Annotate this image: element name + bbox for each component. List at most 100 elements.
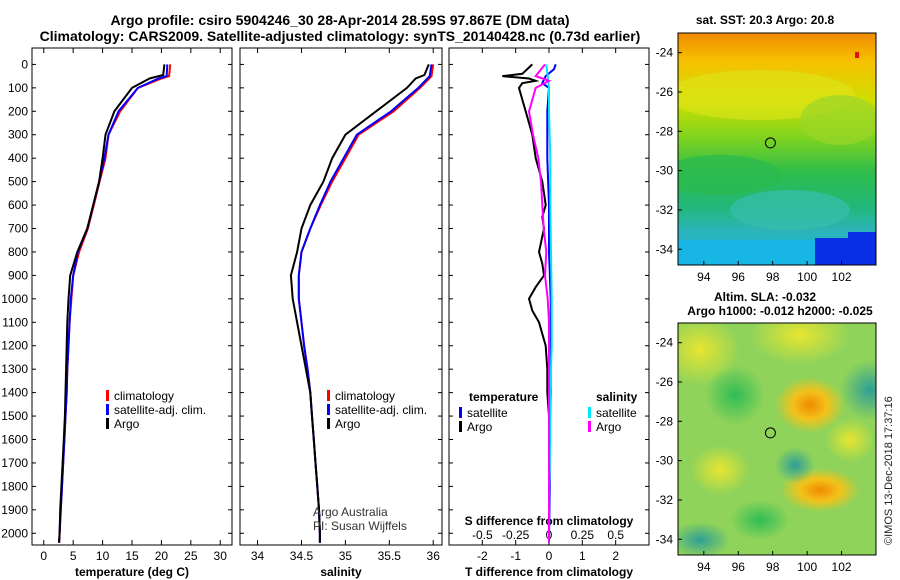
map-lat-label: -32 — [656, 203, 674, 217]
y-tick-label: 800 — [8, 245, 28, 259]
map-lat-label: -24 — [656, 46, 674, 60]
legend-swatch — [106, 418, 109, 429]
legend-swatch — [327, 418, 330, 429]
legend-label: Argo — [335, 417, 361, 431]
y-tick-label: 500 — [8, 175, 28, 189]
map-lat-label: -30 — [656, 164, 674, 178]
map-lon-label: 100 — [797, 560, 817, 574]
y-tick-label: 300 — [8, 128, 28, 142]
x-tick-label: 20 — [155, 549, 169, 563]
series-line-1-2 — [289, 64, 430, 543]
map-lon-label: 98 — [766, 560, 780, 574]
series-line-1-0 — [297, 64, 435, 543]
y-tick-label: 1100 — [2, 315, 28, 329]
map-lon-label: 94 — [697, 560, 711, 574]
map-lat-label: -34 — [656, 242, 674, 256]
series-line-1-1 — [297, 64, 433, 543]
series-line-2-3 — [527, 63, 552, 543]
legend-swatch — [459, 421, 462, 432]
x-tick-label: 35 — [339, 549, 353, 563]
legend-label: satellite-adj. clim. — [335, 403, 427, 417]
y-tick-label: 1500 — [1, 409, 28, 423]
y-tick-label: 700 — [8, 222, 28, 236]
y-tick-label: 1700 — [1, 456, 28, 470]
sla-map-title-line2: Argo h1000: -0.012 h2000: -0.025 — [687, 304, 873, 318]
legend-label: climatology — [335, 389, 395, 403]
legend-swatch — [588, 421, 591, 432]
s-diff-tick-label: -0.5 — [472, 528, 493, 542]
legend-label: satellite-adj. clim. — [114, 403, 206, 417]
s-diff-tick-label: 0.25 — [571, 528, 595, 542]
x-tick-label: 35.5 — [378, 549, 402, 563]
y-tick-label: 1800 — [1, 479, 28, 493]
legend-swatch — [327, 404, 330, 415]
y-tick-label: 1000 — [1, 292, 28, 306]
sla-map — [678, 323, 876, 555]
legend-swatch — [459, 407, 462, 418]
map-lon-label: 98 — [766, 270, 780, 284]
sla-float-marker — [764, 427, 776, 439]
sst-map — [678, 33, 876, 265]
sla-map-title-line1: Altim. SLA: -0.032 — [714, 290, 816, 304]
y-tick-label: 600 — [8, 198, 28, 212]
s-diff-tick-label: -0.25 — [502, 528, 530, 542]
salinity-panel-frame — [239, 47, 443, 546]
y-tick-label: 200 — [8, 104, 28, 118]
map-lat-label: -28 — [656, 414, 674, 428]
series-line-2-1 — [502, 63, 550, 543]
legend-label: satellite — [596, 406, 637, 420]
map-lat-label: -28 — [656, 124, 674, 138]
copyright-footer: ©IMOS 13-Dec-2018 17:37:16 — [883, 396, 895, 545]
series-line-0-0 — [58, 64, 172, 543]
credit-text: PI: Susan Wijffels — [313, 519, 407, 533]
x-tick-label: -2 — [477, 549, 488, 563]
map-lat-label: -26 — [656, 375, 674, 389]
y-tick-label: 400 — [8, 151, 28, 165]
credit-text: Argo Australia — [313, 505, 388, 519]
x-tick-label: 0 — [40, 549, 47, 563]
sst-map-frame — [677, 32, 877, 266]
map-lon-label: 100 — [797, 270, 817, 284]
legend-title-temperature: temperature — [469, 390, 539, 404]
map-lon-label: 102 — [832, 270, 852, 284]
map-lat-label: -30 — [656, 454, 674, 468]
y-tick-label: 1300 — [1, 362, 28, 376]
x-axis-label: T difference from climatology — [465, 565, 633, 579]
x-tick-label: 5 — [70, 549, 77, 563]
x-axis-label: temperature (deg C) — [75, 565, 189, 579]
legend-swatch — [106, 390, 109, 401]
x-axis-label: salinity — [320, 565, 362, 579]
map-lat-label: -26 — [656, 85, 674, 99]
y-tick-label: 0 — [21, 57, 28, 71]
legend-swatch — [588, 407, 591, 418]
x-tick-label: 30 — [214, 549, 228, 563]
legend-label: satellite — [467, 406, 508, 420]
sst-map-title: sat. SST: 20.3 Argo: 20.8 — [696, 13, 835, 27]
series-line-0-2 — [58, 64, 166, 543]
x-tick-label: -1 — [510, 549, 521, 563]
legend-swatch — [106, 404, 109, 415]
x-tick-label: 34 — [251, 549, 265, 563]
figure-title-line2: Climatology: CARS2009. Satellite-adjuste… — [39, 28, 641, 44]
map-lat-label: -32 — [656, 493, 674, 507]
y-tick-label: 900 — [8, 268, 28, 282]
map-lat-label: -34 — [656, 532, 674, 546]
x-tick-label: 15 — [125, 549, 139, 563]
figure-title-line1: Argo profile: csiro 5904246_30 28-Apr-20… — [110, 12, 570, 28]
x-tick-label: 10 — [96, 549, 110, 563]
map-lon-label: 96 — [732, 270, 746, 284]
legend-label: Argo — [596, 420, 622, 434]
y-tick-label: 1600 — [1, 433, 28, 447]
x-tick-label: 0 — [546, 549, 553, 563]
y-tick-label: 1200 — [1, 339, 28, 353]
x-tick-label: 25 — [184, 549, 198, 563]
map-lat-label: -24 — [656, 336, 674, 350]
legend-swatch — [327, 390, 330, 401]
series-line-0-1 — [58, 64, 169, 543]
sst-float-marker — [764, 137, 776, 149]
x-tick-label: 34.5 — [290, 549, 314, 563]
s-diff-tick-label: 0.5 — [607, 528, 624, 542]
x-tick-label: 2 — [612, 549, 619, 563]
legend-label: Argo — [114, 417, 140, 431]
